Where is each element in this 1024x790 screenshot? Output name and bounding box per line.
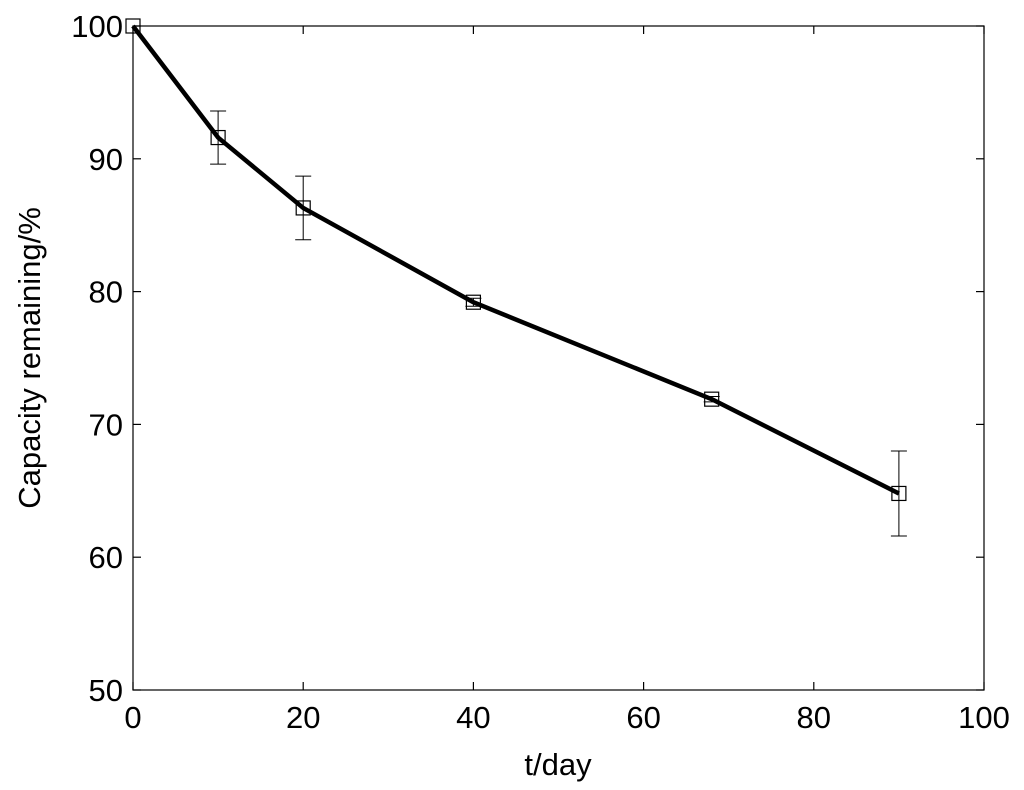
error-bars bbox=[210, 110, 907, 537]
y-tick-label: 80 bbox=[89, 275, 123, 310]
data-point bbox=[295, 200, 311, 216]
data-point bbox=[210, 129, 226, 146]
x-axis-label: t/day bbox=[524, 747, 592, 782]
y-tick-label: 50 bbox=[89, 673, 123, 708]
x-tick-label: 100 bbox=[958, 700, 1010, 735]
x-tick-label: 0 bbox=[124, 700, 141, 735]
data-point bbox=[465, 294, 481, 310]
axis-ticks bbox=[132, 25, 985, 691]
x-tick-label: 20 bbox=[286, 700, 320, 735]
plot-frame bbox=[132, 25, 985, 691]
y-tick-labels: 50 60 70 80 90 100 bbox=[71, 9, 123, 708]
series-lines bbox=[131, 24, 900, 496]
y-axis-label: Capacity remaining/% bbox=[12, 207, 47, 509]
y-tick-label: 90 bbox=[89, 142, 123, 177]
data-markers bbox=[125, 18, 907, 502]
data-point bbox=[125, 18, 141, 34]
y-tick-label: 70 bbox=[89, 407, 123, 442]
x-tick-labels: 0 20 40 60 80 100 bbox=[124, 700, 1009, 735]
x-tick-label: 40 bbox=[456, 700, 490, 735]
data-point bbox=[891, 485, 907, 502]
series-line bbox=[131, 24, 900, 496]
x-tick-label: 80 bbox=[797, 700, 831, 735]
y-tick-label: 100 bbox=[71, 9, 123, 44]
x-tick-label: 60 bbox=[626, 700, 660, 735]
data-point bbox=[704, 391, 720, 407]
y-tick-label: 60 bbox=[89, 540, 123, 575]
